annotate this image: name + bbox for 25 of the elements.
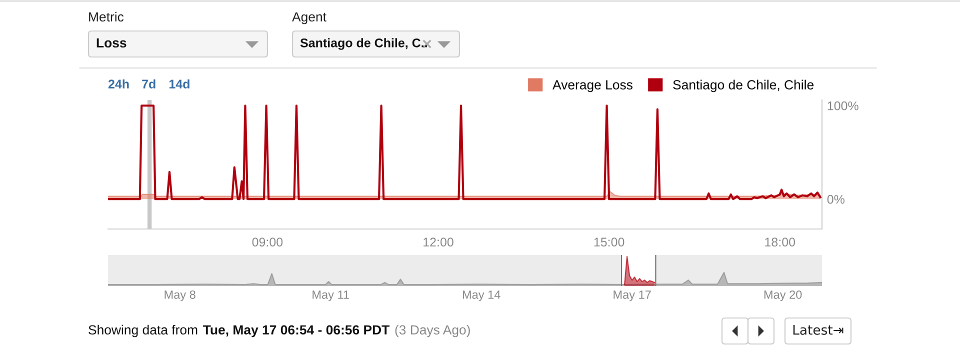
x-tick-label: May 20 [764, 290, 802, 302]
text: Tue, May 17 06:54 - 06:56 PDT [203, 325, 390, 338]
text: Metric [89, 12, 124, 22]
line-series [108, 104, 822, 200]
y-tick-label: 100% [828, 101, 858, 110]
text: (3 Days Ago) [395, 324, 470, 338]
x-tick-label: 15:00 [594, 238, 624, 247]
y-tick-label: 0% [827, 194, 844, 204]
text: Latest⇥ [793, 325, 844, 335]
x-tick-label: May 17 [614, 290, 651, 302]
text: Agent [292, 12, 326, 24]
x-tick-label: 09:00 [252, 238, 283, 247]
x-tick-label: May 14 [462, 290, 500, 302]
text: 14d [169, 79, 190, 88]
x-tick-label: 18:00 [765, 238, 796, 247]
legend-label: Average Loss [552, 80, 632, 92]
text: Santiago de Chile, C.. [300, 38, 427, 50]
legend-label: Santiago de Chile, Chile [673, 80, 814, 92]
text: Loss [96, 38, 126, 48]
text: 24h [108, 79, 129, 88]
text: Showing data from [88, 324, 198, 338]
x-tick-label: May 11 [312, 290, 349, 302]
x-tick-label: May 8 [164, 290, 196, 302]
x-tick-label: 12:00 [424, 238, 454, 247]
text: 7d [142, 79, 156, 88]
